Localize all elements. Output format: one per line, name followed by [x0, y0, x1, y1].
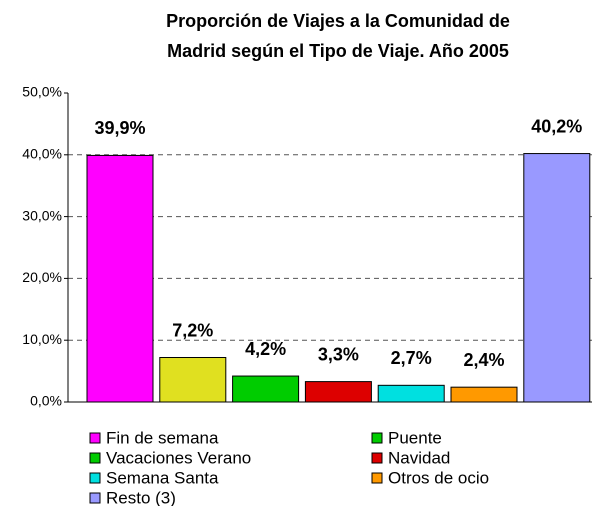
bar	[523, 153, 591, 403]
legend-swatch	[89, 492, 101, 504]
legend-label: Otros de ocio	[388, 468, 489, 487]
y-tick-label: 0,0%	[30, 393, 62, 409]
value-label: 39,9%	[94, 118, 145, 138]
bar	[450, 386, 518, 403]
y-tick-label: 30,0%	[22, 207, 62, 223]
legend-swatch	[371, 432, 383, 444]
y-tick-label: 20,0%	[22, 269, 62, 285]
value-label: 7,2%	[172, 320, 213, 340]
bar	[86, 154, 154, 403]
legend-swatch	[89, 452, 101, 464]
legend-label: Puente	[388, 428, 442, 447]
chart-title: Proporción de Viajes a la Comunidad de	[166, 11, 510, 31]
value-label: 2,4%	[463, 350, 504, 370]
legend-label: Semana Santa	[106, 468, 219, 487]
legend-label: Fin de semana	[106, 428, 219, 447]
bar	[232, 375, 300, 403]
value-label: 3,3%	[318, 344, 359, 364]
bar	[159, 357, 227, 403]
y-tick-label: 10,0%	[22, 331, 62, 347]
legend-label: Vacaciones Verano	[106, 448, 251, 467]
legend-label: Navidad	[388, 448, 450, 467]
legend-swatch	[89, 472, 101, 484]
value-label: 2,7%	[391, 348, 432, 368]
legend-swatch	[371, 452, 383, 464]
legend-label: Resto (3)	[106, 488, 176, 506]
chart-title: Madrid según el Tipo de Viaje. Año 2005	[167, 41, 509, 61]
bar	[377, 384, 445, 403]
value-label: 4,2%	[245, 339, 286, 359]
legend-swatch	[89, 432, 101, 444]
bar	[304, 381, 372, 403]
y-tick-label: 40,0%	[22, 146, 62, 162]
value-label: 40,2%	[531, 116, 582, 136]
legend-swatch	[371, 472, 383, 484]
y-tick-label: 50,0%	[22, 84, 62, 100]
